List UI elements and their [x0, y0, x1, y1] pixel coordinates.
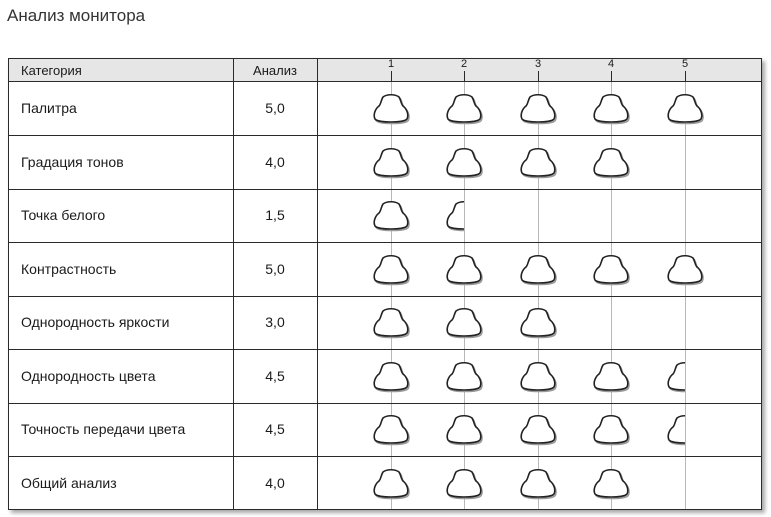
- monitor-rating-icon: [520, 414, 557, 446]
- row-category: Контрастность: [21, 260, 117, 277]
- rating-table: Категория Анализ 1 2 3 4 5 Палитра 5,0 Градаци…: [8, 58, 762, 510]
- monitor-rating-icon: [520, 361, 557, 392]
- monitor-rating-icon: [373, 361, 410, 392]
- row-score: 4,5: [265, 367, 285, 384]
- monitor-rating-icon: [520, 93, 557, 125]
- table-row: Общий анализ 4,0: [9, 457, 761, 510]
- table-row: Градация тонов 4,0: [9, 136, 761, 190]
- monitor-rating-icon: [373, 200, 410, 232]
- monitor-rating-icon: [667, 414, 685, 446]
- scale-tick-label: 3: [534, 58, 542, 70]
- row-category: Градация тонов: [21, 153, 124, 170]
- row-score: 4,0: [265, 153, 285, 170]
- row-score: 4,5: [265, 421, 285, 437]
- rating-icons: [373, 361, 685, 392]
- row-category: Палитра: [21, 100, 77, 116]
- monitor-rating-icon: [446, 147, 483, 178]
- row-score: 5,0: [265, 260, 285, 277]
- row-score: 1,5: [265, 207, 285, 223]
- table-row: Контрастность 5,0: [9, 243, 761, 297]
- scale-tick-mark: [538, 71, 539, 81]
- scale-tick-mark: [464, 71, 465, 81]
- monitor-rating-icon: [446, 468, 483, 499]
- rating-icons: [373, 200, 464, 232]
- column-divider: [317, 59, 318, 509]
- row-score: 5,0: [265, 100, 285, 116]
- scale-tick-label: 5: [681, 58, 689, 70]
- monitor-rating-icon: [373, 414, 410, 446]
- monitor-rating-icon: [520, 254, 557, 285]
- table-row: Однородность цвета 4,5: [9, 350, 761, 404]
- row-category: Точность передачи цвета: [21, 421, 186, 437]
- rating-icons: [373, 254, 704, 285]
- row-category: Общий анализ: [21, 474, 117, 491]
- row-score: 4,0: [265, 474, 285, 491]
- monitor-rating-icon: [446, 414, 483, 446]
- scale-tick-label: 4: [607, 58, 615, 70]
- monitor-rating-icon: [667, 254, 704, 285]
- table-row: Точка белого 1,5: [9, 189, 761, 243]
- rating-icons: [373, 147, 630, 178]
- monitor-rating-icon: [373, 468, 410, 499]
- monitor-rating-icon: [373, 254, 410, 285]
- monitor-rating-icon: [520, 147, 557, 178]
- rating-icons: [373, 93, 704, 125]
- row-category: Однородность цвета: [21, 367, 156, 384]
- monitor-rating-icon: [373, 147, 410, 178]
- monitor-rating-icon: [446, 361, 483, 392]
- table-header: Категория Анализ 1 2 3 4 5: [9, 58, 761, 82]
- page-title: Анализ монитора: [7, 6, 146, 25]
- table-row: Точность передачи цвета 4,5: [9, 403, 761, 457]
- monitor-rating-icon: [373, 307, 410, 339]
- monitor-rating-icon: [593, 468, 630, 499]
- row-category: Точка белого: [21, 207, 106, 223]
- scale-tick-mark: [685, 71, 686, 81]
- monitor-rating-icon: [593, 93, 630, 125]
- monitor-rating-icon: [667, 361, 685, 392]
- scale-tick-label: 1: [387, 58, 395, 70]
- monitor-rating-icon: [446, 307, 483, 339]
- table-row: Палитра 5,0: [9, 82, 761, 136]
- monitor-rating-icon: [593, 414, 630, 446]
- monitor-rating-icon: [373, 93, 410, 125]
- scale-tick-mark: [611, 71, 612, 81]
- rating-icons: [373, 468, 630, 499]
- monitor-rating-icon: [593, 254, 630, 285]
- scale-tick-label: 2: [460, 58, 468, 70]
- monitor-rating-icon: [520, 468, 557, 499]
- monitor-rating-icon: [520, 307, 557, 339]
- monitor-rating-icon: [446, 93, 483, 125]
- monitor-rating-icon: [593, 361, 630, 392]
- header-score: Анализ: [253, 63, 297, 78]
- row-category: Однородность яркости: [21, 314, 170, 330]
- monitor-rating-icon: [446, 254, 483, 285]
- row-score: 3,0: [265, 314, 285, 330]
- rating-icons: [373, 307, 557, 339]
- rating-icons: [373, 414, 685, 446]
- monitor-rating-icon: [593, 147, 630, 178]
- table-row: Однородность яркости 3,0: [9, 296, 761, 350]
- column-divider: [233, 59, 234, 509]
- monitor-rating-icon: [667, 93, 704, 125]
- monitor-rating-icon: [446, 200, 464, 232]
- scale-tick-mark: [391, 71, 392, 81]
- header-category: Категория: [21, 63, 82, 78]
